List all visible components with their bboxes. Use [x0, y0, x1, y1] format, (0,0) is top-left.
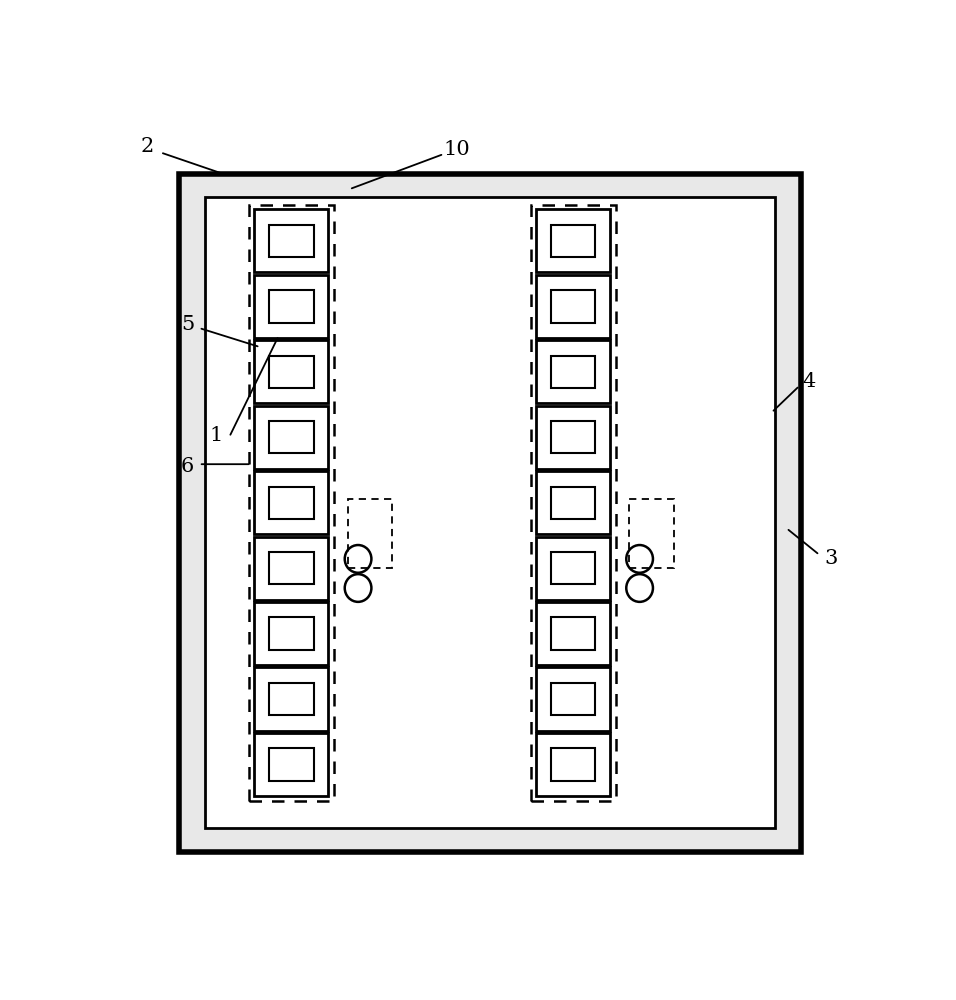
Text: 4: 4	[802, 372, 815, 391]
Bar	[536, 537, 610, 600]
Text: 5: 5	[181, 315, 194, 334]
Bar	[536, 340, 610, 403]
Bar	[551, 421, 596, 453]
Bar	[536, 667, 610, 731]
Bar	[536, 275, 610, 338]
Bar	[250, 205, 335, 801]
Bar	[254, 209, 329, 272]
Text: 6: 6	[181, 457, 194, 476]
Bar	[254, 667, 329, 731]
Bar	[205, 197, 775, 828]
Bar	[270, 748, 314, 781]
Bar	[551, 225, 596, 257]
Bar	[536, 406, 610, 469]
Bar	[254, 602, 329, 665]
Bar	[348, 499, 392, 568]
Bar	[536, 733, 610, 796]
Bar	[270, 225, 314, 257]
Bar	[551, 290, 596, 323]
Bar	[551, 683, 596, 715]
Text: 10: 10	[444, 140, 470, 159]
Bar	[254, 406, 329, 469]
Bar	[254, 275, 329, 338]
Bar	[270, 356, 314, 388]
Text: 3: 3	[824, 549, 837, 568]
Bar	[551, 748, 596, 781]
Bar	[254, 733, 329, 796]
Text: 2: 2	[141, 137, 154, 156]
Text: 1: 1	[209, 426, 223, 445]
Bar	[270, 290, 314, 323]
Bar	[629, 499, 674, 568]
Bar	[270, 552, 314, 584]
Bar	[270, 683, 314, 715]
Bar	[254, 537, 329, 600]
Bar	[536, 471, 610, 534]
Bar	[254, 340, 329, 403]
Bar	[536, 209, 610, 272]
Bar	[270, 617, 314, 650]
Bar	[270, 421, 314, 453]
Bar	[536, 602, 610, 665]
Bar	[270, 487, 314, 519]
Bar	[531, 205, 616, 801]
Bar	[254, 471, 329, 534]
Bar	[551, 617, 596, 650]
Bar	[551, 487, 596, 519]
Bar	[551, 356, 596, 388]
Bar	[551, 552, 596, 584]
Bar	[179, 174, 801, 852]
